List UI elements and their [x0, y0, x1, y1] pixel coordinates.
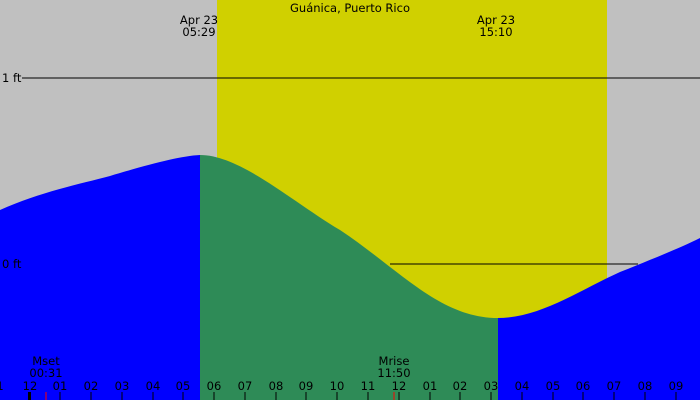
- tide-area-middle: [200, 155, 498, 400]
- sunset-date: Apr 23: [476, 13, 516, 27]
- x-tick-label: 03: [114, 379, 130, 393]
- midnight-marker: [28, 392, 31, 400]
- tide-area-right: [498, 238, 700, 400]
- chart-title: Guánica, Puerto Rico: [290, 1, 410, 15]
- x-tick-label: 07: [237, 379, 253, 393]
- x-tick-label: 02: [83, 379, 99, 393]
- x-tick-label: 05: [545, 379, 561, 393]
- x-tick-label: 03: [483, 379, 499, 393]
- x-tick-label: 10: [329, 379, 345, 393]
- x-tick-label: 01: [52, 379, 68, 393]
- x-tick-label: 06: [575, 379, 591, 393]
- x-tick-label: 06: [206, 379, 222, 393]
- x-tick-label: 12: [391, 379, 407, 393]
- y-label-1ft: 1 ft: [2, 71, 22, 85]
- x-tick-label: 05: [175, 379, 191, 393]
- x-tick-label: 11: [360, 379, 376, 393]
- moonset-label: Mset: [32, 354, 60, 368]
- moonrise-time: 11:50: [377, 366, 411, 380]
- x-tick-label: 08: [637, 379, 653, 393]
- x-tick-label: 04: [145, 379, 161, 393]
- x-tick-label: 07: [606, 379, 622, 393]
- x-tick-label: 04: [514, 379, 530, 393]
- moonset-time: 00:31: [29, 366, 63, 380]
- x-tick-label: 1: [0, 380, 10, 392]
- sunrise-time: 05:29: [182, 25, 216, 39]
- x-tick-label: 08: [268, 379, 284, 393]
- moonrise-label: Mrise: [378, 354, 410, 368]
- x-tick-label: 02: [452, 379, 468, 393]
- x-tick-label: 09: [668, 379, 684, 393]
- sunrise-date: Apr 23: [179, 13, 219, 27]
- y-label-0ft: 0 ft: [2, 257, 22, 271]
- x-tick-label: 09: [298, 379, 314, 393]
- tide-area-left: [0, 155, 200, 400]
- hour-ticks: [59, 392, 677, 400]
- sunset-time: 15:10: [479, 25, 513, 39]
- x-tick-label: 01: [422, 379, 438, 393]
- x-tick-label: 12: [22, 379, 38, 393]
